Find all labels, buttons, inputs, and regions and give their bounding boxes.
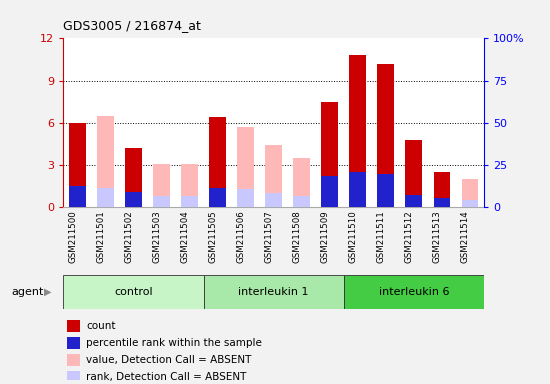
- Text: GSM211505: GSM211505: [208, 211, 218, 263]
- Bar: [237, 127, 254, 207]
- Bar: [321, 176, 338, 207]
- Text: GSM211514: GSM211514: [461, 211, 470, 263]
- Text: GSM211510: GSM211510: [349, 211, 358, 263]
- Text: interleukin 1: interleukin 1: [238, 287, 309, 297]
- Bar: [97, 116, 114, 207]
- Bar: [461, 179, 478, 207]
- Text: GSM211513: GSM211513: [433, 211, 442, 263]
- Text: GSM211512: GSM211512: [405, 211, 414, 263]
- Bar: [265, 193, 282, 207]
- Bar: [125, 148, 142, 207]
- Bar: [405, 195, 422, 207]
- Text: GSM211503: GSM211503: [152, 211, 162, 263]
- Text: GSM211509: GSM211509: [321, 211, 330, 263]
- Bar: [377, 174, 394, 207]
- Bar: [68, 337, 80, 349]
- Bar: [265, 146, 282, 207]
- Text: GSM211511: GSM211511: [377, 211, 386, 263]
- Text: value, Detection Call = ABSENT: value, Detection Call = ABSENT: [86, 355, 252, 365]
- Text: ▶: ▶: [44, 287, 52, 297]
- Bar: [344, 275, 484, 309]
- Bar: [204, 275, 344, 309]
- Bar: [68, 371, 80, 383]
- Bar: [405, 140, 422, 207]
- Bar: [181, 164, 198, 207]
- Bar: [63, 275, 204, 309]
- Text: GSM211500: GSM211500: [68, 211, 77, 263]
- Bar: [209, 117, 226, 207]
- Bar: [293, 158, 310, 207]
- Bar: [69, 186, 86, 207]
- Bar: [125, 192, 142, 207]
- Text: percentile rank within the sample: percentile rank within the sample: [86, 338, 262, 348]
- Text: interleukin 6: interleukin 6: [378, 287, 449, 297]
- Bar: [349, 55, 366, 207]
- Bar: [68, 354, 80, 366]
- Text: GDS3005 / 216874_at: GDS3005 / 216874_at: [63, 19, 201, 32]
- Bar: [68, 320, 80, 333]
- Text: GSM211502: GSM211502: [124, 211, 133, 263]
- Bar: [461, 200, 478, 207]
- Text: rank, Detection Call = ABSENT: rank, Detection Call = ABSENT: [86, 372, 247, 382]
- Text: agent: agent: [11, 287, 43, 297]
- Bar: [377, 64, 394, 207]
- Text: control: control: [114, 287, 153, 297]
- Bar: [209, 188, 226, 207]
- Text: count: count: [86, 321, 116, 331]
- Bar: [153, 164, 170, 207]
- Text: GSM211504: GSM211504: [180, 211, 189, 263]
- Bar: [181, 196, 198, 207]
- Text: GSM211508: GSM211508: [293, 211, 301, 263]
- Text: GSM211507: GSM211507: [265, 211, 274, 263]
- Bar: [293, 196, 310, 207]
- Text: GSM211501: GSM211501: [96, 211, 106, 263]
- Bar: [153, 196, 170, 207]
- Bar: [349, 172, 366, 207]
- Bar: [433, 172, 450, 207]
- Bar: [433, 197, 450, 207]
- Bar: [69, 123, 86, 207]
- Bar: [97, 188, 114, 207]
- Bar: [237, 189, 254, 207]
- Bar: [321, 102, 338, 207]
- Text: GSM211506: GSM211506: [236, 211, 245, 263]
